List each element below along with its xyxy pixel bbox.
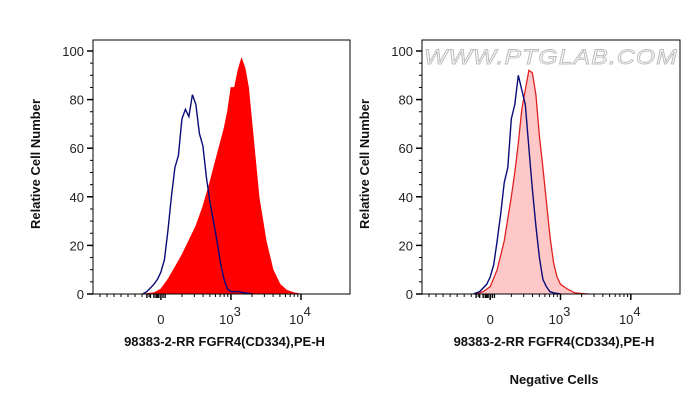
x-tick-label-exponent: 4: [304, 304, 311, 319]
x-tick-label-base: 10: [549, 312, 563, 327]
y-tick-label: 20: [70, 238, 84, 253]
plot-border: [92, 39, 351, 295]
x-tick-label: 104: [289, 304, 311, 327]
y-tick-label: 40: [399, 190, 413, 205]
x-tick-label: 0: [487, 312, 494, 327]
series-control-line: [142, 94, 253, 295]
x-tick-label-base: 0: [487, 312, 494, 327]
panel-title: Negative Cells: [510, 372, 599, 387]
y-tick-label: 80: [70, 93, 84, 108]
y-tick-label: 0: [77, 287, 84, 302]
x-tick-label-base: 10: [289, 312, 303, 327]
x-tick-label: 0: [157, 312, 164, 327]
x-tick-label: 103: [219, 304, 241, 327]
y-axis-title: Relative Cell Number: [28, 99, 43, 229]
y-tick-label: 0: [406, 287, 413, 302]
y-axis-title: Relative Cell Number: [357, 99, 372, 229]
y-tick-label: 80: [399, 93, 413, 108]
y-tick-label: 60: [70, 141, 84, 156]
series-stained-outline: [474, 69, 589, 295]
x-tick-label: 103: [549, 304, 571, 327]
y-tick-label: 60: [399, 141, 413, 156]
y-tick-label: 20: [399, 238, 413, 253]
x-tick-label: 104: [619, 304, 641, 327]
y-tick-label: 40: [70, 190, 84, 205]
x-axis-title: 98383-2-RR FGFR4(CD334),PE-H: [124, 334, 325, 349]
y-tick-label: 100: [62, 44, 84, 59]
x-tick-label-exponent: 3: [234, 304, 241, 319]
series-stained-area: [142, 57, 302, 295]
series-control-line: [473, 75, 561, 295]
x-tick-label-base: 10: [219, 312, 233, 327]
x-axis-title: 98383-2-RR FGFR4(CD334),PE-H: [454, 334, 655, 349]
plot-border: [421, 39, 681, 295]
x-tick-label-exponent: 4: [633, 304, 640, 319]
x-tick-label-exponent: 3: [563, 304, 570, 319]
watermark-text: WWW.PTGLAB.COM: [424, 46, 678, 69]
x-tick-label-base: 10: [619, 312, 633, 327]
y-tick-label: 100: [391, 44, 413, 59]
x-tick-label-base: 0: [157, 312, 164, 327]
